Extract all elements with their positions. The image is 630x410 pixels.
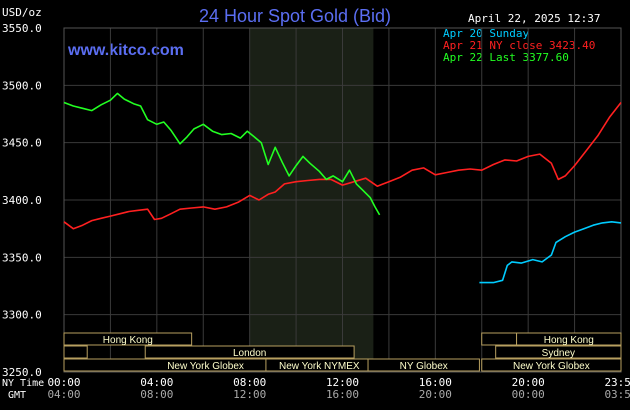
chart-title: 24 Hour Spot Gold (Bid) (199, 6, 391, 26)
plot-frame (63, 27, 622, 373)
series-line-3 (63, 92, 381, 216)
series-line-2 (63, 102, 622, 230)
session-stub (481, 332, 518, 346)
ny-time-label: NY Time (2, 378, 44, 389)
series-line-1 (479, 221, 622, 284)
right-session-box (495, 345, 622, 359)
right-session-label: Sydney (542, 348, 575, 359)
left-session-label: NY Globex (400, 361, 448, 372)
unit-label: USD/oz (2, 6, 42, 19)
left-session-box (367, 358, 480, 372)
legend: Apr 20 Sunday Apr 21 NY close 3423.40 Ap… (443, 27, 595, 64)
right-session-label: Hong Kong (544, 335, 594, 346)
y-tick-label: 3550.0 (2, 22, 42, 35)
y-tick-label: 3400.0 (2, 194, 42, 207)
legend-item-sunday: Apr 20 Sunday (443, 27, 529, 40)
right-session-label: New York Globex (513, 361, 590, 372)
x-tick-ny: 23:59 (604, 376, 630, 389)
x-tick-gmt: 12:00 (233, 388, 266, 401)
session-stub (63, 345, 88, 359)
legend-item-last: Apr 22 Last 3377.60 (443, 51, 569, 64)
gmt-label: GMT (8, 390, 26, 401)
y-tick-label: 3300.0 (2, 309, 42, 322)
right-session-box (516, 332, 622, 346)
left-session-label: Hong Kong (103, 335, 153, 346)
x-tick-gmt: 03:59 (604, 388, 630, 401)
y-tick-label: 3450.0 (2, 137, 42, 150)
y-tick-label: 3250.0 (2, 366, 42, 379)
x-tick-ny: 20:00 (512, 376, 545, 389)
datetime-label: April 22, 2025 12:37 (468, 12, 600, 25)
x-tick-gmt: 00:00 (512, 388, 545, 401)
left-session-label: London (233, 348, 266, 359)
x-tick-ny: 00:00 (47, 376, 80, 389)
x-tick-gmt: 04:00 (47, 388, 80, 401)
right-session-box (481, 358, 622, 372)
plot-area: 3550.0 3500.0 3450.0 3400.0 3350.0 3300.0 3250… (2, 22, 622, 379)
left-session-label: New York NYMEX (279, 361, 360, 372)
x-tick-ny: 08:00 (233, 376, 266, 389)
left-session-box (63, 332, 193, 346)
x-tick-ny: 16:00 (419, 376, 452, 389)
x-tick-gmt: 16:00 (326, 388, 359, 401)
x-tick-ny: 04:00 (140, 376, 173, 389)
left-session-label: New York Globex (167, 361, 244, 372)
x-tick-gmt: 08:00 (140, 388, 173, 401)
legend-item-close: Apr 21 NY close 3423.40 (443, 39, 595, 52)
y-tick-label: 3500.0 (2, 79, 42, 92)
watermark: www.kitco.com (67, 42, 184, 59)
x-tick-ny: 12:00 (326, 376, 359, 389)
x-axis-ticks: 00:0004:0004:0008:0008:0012:0012:0016:00… (47, 376, 630, 401)
y-tick-label: 3350.0 (2, 251, 42, 264)
left-session-box (144, 345, 355, 359)
x-tick-gmt: 20:00 (419, 388, 452, 401)
